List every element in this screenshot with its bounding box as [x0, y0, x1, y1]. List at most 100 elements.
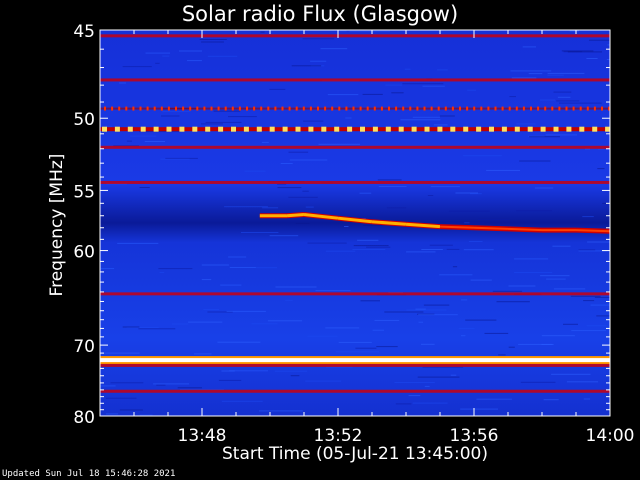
noise-streak: [274, 370, 308, 372]
noise-streak: [583, 300, 595, 302]
band-dot: [494, 106, 497, 111]
noise-streak: [325, 250, 356, 252]
noise-streak: [126, 140, 132, 142]
band-dash: [231, 126, 236, 132]
noise-streak: [391, 92, 404, 94]
band-dot: [104, 106, 106, 111]
y-tick-label: 80: [73, 408, 95, 428]
noise-streak: [344, 226, 349, 227]
noise-streak: [556, 100, 580, 102]
band-dot: [380, 106, 383, 111]
band-dot: [167, 106, 170, 111]
noise-streak: [303, 120, 324, 122]
noise-streak: [450, 374, 457, 376]
band-dot: [182, 106, 185, 111]
noise-streak: [470, 279, 492, 281]
noise-streak: [446, 248, 460, 250]
noise-streak: [498, 354, 506, 356]
band-dot: [579, 106, 582, 111]
band-dot: [274, 106, 277, 111]
band-dash: [553, 126, 559, 132]
band-dash: [102, 126, 107, 132]
band-dash: [360, 126, 365, 132]
noise-streak: [203, 309, 219, 311]
band-dot: [430, 106, 433, 111]
noise-streak: [586, 58, 598, 59]
noise-streak: [408, 395, 421, 397]
band-dash: [592, 126, 598, 132]
noise-streak: [582, 216, 594, 218]
noise-streak: [338, 341, 372, 343]
noise-streak: [546, 278, 566, 280]
noise-streak: [553, 91, 572, 93]
noise-streak: [207, 311, 233, 313]
noise-streak: [100, 268, 115, 270]
band-dot: [586, 106, 589, 111]
band-dot: [246, 106, 248, 111]
updated-timestamp: Updated Sun Jul 18 15:46:28 2021: [2, 469, 176, 479]
noise-streak: [139, 187, 150, 188]
noise-streak: [180, 389, 224, 391]
noise-streak: [366, 246, 391, 248]
noise-streak: [105, 397, 137, 399]
noise-streak: [455, 192, 478, 194]
noise-streak: [267, 320, 303, 322]
noise-streak: [541, 344, 554, 345]
noise-streak: [359, 192, 372, 194]
noise-streak: [445, 222, 485, 224]
noise-streak: [463, 155, 502, 157]
noise-streak: [448, 210, 490, 212]
noise-streak: [486, 169, 521, 171]
band-dot: [217, 106, 220, 111]
feature-core: [575, 229, 610, 233]
noise-streak: [559, 102, 602, 104]
noise-streak: [461, 299, 468, 301]
noise-streak: [269, 235, 299, 237]
noise-streak: [221, 400, 263, 402]
noise-streak: [567, 51, 602, 53]
feature-core: [439, 225, 475, 229]
noise-streak: [547, 72, 585, 74]
noise-streak: [421, 249, 443, 250]
noise-streak: [277, 187, 302, 189]
noise-streak: [353, 245, 389, 247]
band-dot: [309, 106, 312, 111]
noise-streak: [122, 66, 152, 68]
y-tick-label: 60: [73, 243, 95, 263]
noise-streak: [320, 48, 348, 50]
noise-streak: [228, 116, 257, 118]
band-dot: [366, 106, 369, 111]
noise-streak: [461, 335, 466, 337]
x-tick-label: 13:52: [314, 426, 363, 446]
band-dash: [372, 126, 378, 132]
noise-streak: [377, 179, 402, 181]
noise-streak: [100, 352, 140, 354]
noise-streak: [578, 250, 608, 252]
noise-streak: [551, 373, 591, 375]
noise-streak: [221, 370, 235, 372]
noise-streak: [452, 266, 458, 268]
noise-streak: [172, 323, 189, 325]
noise-streak: [540, 99, 556, 101]
noise-streak: [288, 196, 318, 198]
noise-streak: [596, 315, 610, 317]
noise-streak: [229, 370, 268, 372]
noise-streak: [110, 382, 144, 384]
noise-streak: [516, 123, 536, 125]
band-dot: [551, 106, 554, 111]
noise-streak: [511, 77, 537, 79]
band-dash: [501, 126, 507, 132]
noise-streak: [161, 115, 180, 117]
noise-streak: [509, 96, 516, 98]
noise-streak: [404, 68, 411, 70]
noise-streak: [201, 41, 224, 43]
noise-streak: [469, 193, 482, 195]
noise-streak: [228, 256, 247, 258]
noise-streak: [478, 218, 510, 220]
noise-streak: [545, 134, 578, 136]
noise-streak: [460, 408, 498, 410]
noise-streak: [372, 329, 384, 331]
band-dot: [175, 106, 177, 111]
noise-streak: [201, 123, 223, 125]
noise-streak: [155, 62, 160, 64]
